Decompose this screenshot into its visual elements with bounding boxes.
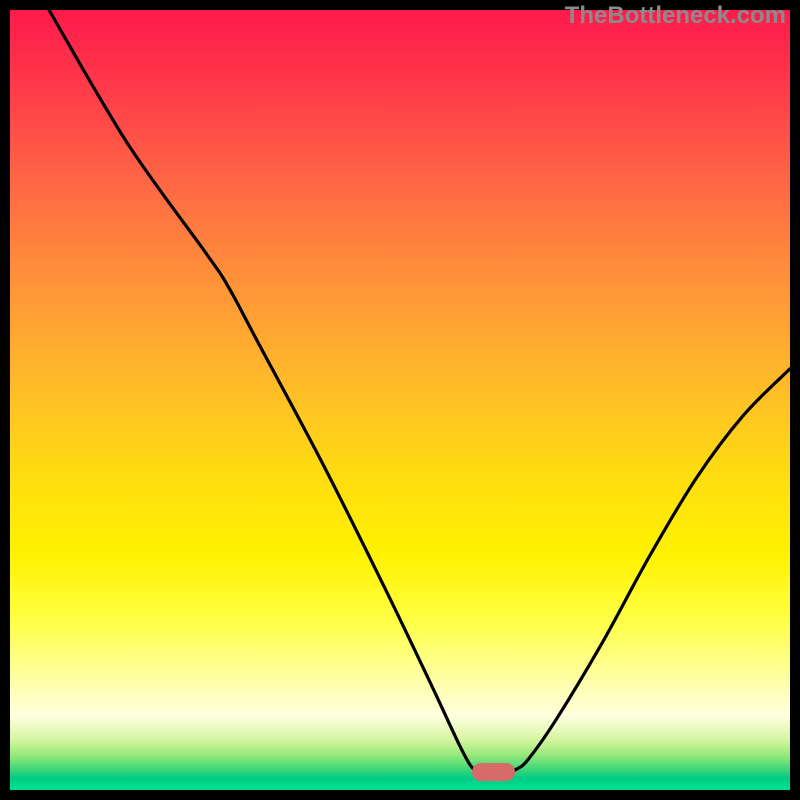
optimal-marker <box>472 763 515 780</box>
watermark-text: TheBottleneck.com <box>565 2 786 30</box>
bottleneck-curve <box>10 10 790 790</box>
plot-area <box>10 10 790 790</box>
